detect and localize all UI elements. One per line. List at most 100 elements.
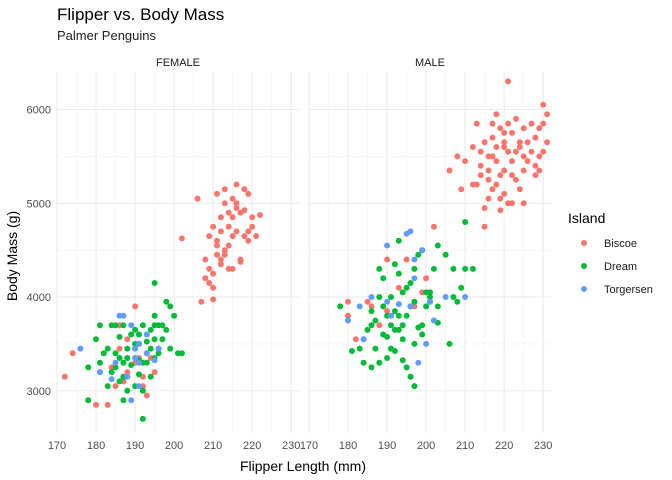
point-dream [163,326,170,333]
point-torgersen [136,340,142,347]
legend-swatch-biscoe [581,240,587,246]
point-dream [403,364,410,371]
point-dream [85,397,92,404]
point-torgersen [415,359,422,366]
point-biscoe [253,233,260,240]
point-dream [178,350,185,357]
point-dream [380,275,387,282]
legend-label-biscoe: Biscoe [604,238,637,250]
point-biscoe [532,162,539,169]
point-dream [368,322,375,329]
point-biscoe [202,256,209,263]
point-dream [356,345,363,352]
point-dream [376,359,383,366]
point-dream [139,387,146,394]
point-biscoe [469,144,476,150]
point-dream [384,333,391,340]
facet-male-panel: 170 180 190 200 210 220 230 [300,72,552,452]
point-torgersen [411,256,418,263]
point-biscoe [210,296,217,303]
point-biscoe [497,125,504,132]
point-biscoe [229,214,236,221]
point-dream [147,373,154,380]
x-tick-label: 210 [204,440,222,452]
point-dream [411,298,418,305]
point-dream [395,326,402,333]
point-dream [104,383,111,390]
point-dream [419,322,426,329]
point-dream [151,336,158,343]
point-torgersen [128,397,135,404]
point-biscoe [497,172,504,179]
point-torgersen [155,345,162,352]
point-torgersen [120,312,127,319]
point-biscoe [237,256,244,263]
point-biscoe [233,181,240,188]
point-biscoe [217,256,224,263]
point-torgersen [427,298,433,305]
point-biscoe [489,134,496,141]
point-biscoe [501,144,508,150]
point-torgersen [407,303,414,310]
legend-label-dream: Dream [604,261,637,273]
point-biscoe [368,303,375,310]
point-biscoe [245,228,252,235]
point-dream [104,345,111,352]
point-biscoe [501,139,508,146]
point-biscoe [509,158,515,165]
x-tick-label: 190 [126,440,144,452]
point-biscoe [528,120,535,127]
point-biscoe [485,167,492,174]
point-dream [120,322,127,329]
x-tick-label: 220 [495,440,513,452]
point-torgersen [136,383,142,390]
point-dream [364,326,371,333]
facet-female-label: FEMALE [156,57,200,69]
point-torgersen [96,369,103,376]
x-axis-title: Flipper Length (mm) [240,458,366,474]
point-biscoe [241,233,248,240]
point-biscoe [501,129,508,136]
point-biscoe [540,120,547,127]
point-dream [403,312,410,319]
point-dream [124,355,131,361]
chart-title: Flipper vs. Body Mass [57,5,224,24]
facet-male-label: MALE [415,57,445,69]
point-dream [96,359,103,366]
point-biscoe [178,235,185,242]
point-biscoe [532,134,539,141]
point-biscoe [477,148,484,155]
point-torgersen [112,359,119,366]
point-dream [372,317,379,324]
point-dream [143,359,150,366]
point-biscoe [485,176,492,183]
point-dream [411,383,418,390]
point-dream [128,331,135,338]
point-biscoe [364,298,371,305]
point-dream [458,284,465,291]
point-biscoe [116,345,123,352]
point-biscoe [520,200,527,207]
facet-female-panel: 170 180 190 200 210 220 230 [48,72,300,452]
point-dream [411,265,418,272]
point-torgersen [136,359,142,366]
point-dream [469,265,476,272]
point-biscoe [206,265,213,272]
point-biscoe [493,181,500,188]
point-biscoe [489,186,496,193]
point-dream [139,415,146,422]
point-biscoe [245,190,252,197]
point-biscoe [345,298,351,305]
x-tick-label: 230 [282,440,300,452]
point-dream [380,303,387,310]
point-dream [147,326,154,333]
point-dream [388,345,394,352]
point-dream [167,303,174,310]
point-torgersen [430,317,437,324]
x-tick-label: 180 [339,440,357,452]
point-dream [395,237,402,244]
point-biscoe [221,186,228,193]
point-biscoe [505,200,512,207]
point-dream [368,364,375,371]
